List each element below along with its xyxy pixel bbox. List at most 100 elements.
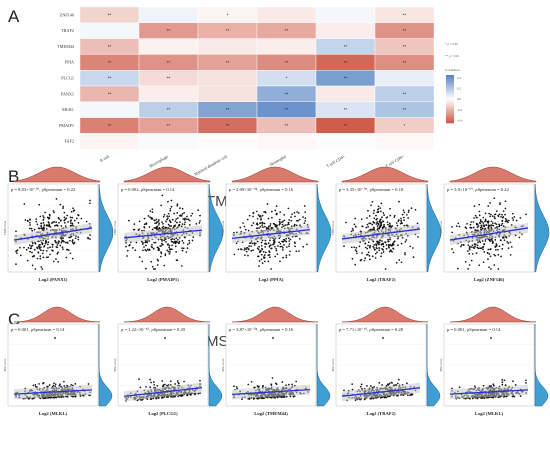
data-point xyxy=(257,248,260,251)
heatmap-row-label: MLKL xyxy=(62,107,74,112)
heatmap-cell xyxy=(315,6,376,24)
data-point xyxy=(389,214,392,217)
data-point xyxy=(466,222,468,225)
data-point xyxy=(371,255,374,258)
data-point xyxy=(41,243,44,246)
data-point xyxy=(403,219,405,222)
data-point xyxy=(353,246,356,249)
data-point xyxy=(482,216,485,219)
data-point xyxy=(487,205,490,207)
data-point xyxy=(473,247,476,249)
data-point xyxy=(393,240,396,243)
data-point xyxy=(172,396,174,398)
data-point xyxy=(267,227,270,229)
data-point xyxy=(494,239,497,241)
data-point xyxy=(396,382,399,385)
colorbar-segment xyxy=(446,113,454,116)
data-point xyxy=(71,395,74,398)
data-point xyxy=(151,243,153,246)
data-point xyxy=(383,225,385,228)
data-point xyxy=(365,226,368,229)
data-point xyxy=(261,262,264,264)
heatmap-significance-mark: ** xyxy=(226,60,230,65)
data-point xyxy=(471,253,474,255)
data-point xyxy=(168,246,170,249)
data-point xyxy=(260,219,262,221)
data-point xyxy=(387,223,389,226)
data-point xyxy=(168,253,171,255)
data-point xyxy=(487,224,490,226)
data-point xyxy=(151,211,154,213)
top-marginal-density xyxy=(123,166,211,183)
heatmap-cell xyxy=(256,133,317,150)
data-point xyxy=(51,246,54,248)
correlation-stat: p = 3.35×10⁻⁰⁵, ρSpearman = 0.18 xyxy=(339,187,404,193)
data-point xyxy=(364,246,367,249)
colorbar-segment xyxy=(446,105,454,108)
data-point xyxy=(510,246,513,248)
data-point xyxy=(270,396,273,399)
data-point xyxy=(183,223,186,226)
data-point xyxy=(66,241,69,244)
data-point xyxy=(186,394,188,396)
data-point xyxy=(451,387,453,390)
heatmap-significance-mark: ** xyxy=(344,76,348,81)
data-point xyxy=(391,250,393,253)
data-point xyxy=(144,249,147,251)
data-point xyxy=(149,210,152,213)
data-point xyxy=(89,199,91,202)
colorbar-segment xyxy=(446,121,454,124)
data-point xyxy=(501,247,504,250)
data-point xyxy=(55,241,58,244)
data-point xyxy=(89,234,91,236)
data-point xyxy=(264,251,267,254)
data-point xyxy=(274,209,277,212)
data-point xyxy=(477,223,479,226)
data-point xyxy=(64,241,67,244)
data-point xyxy=(169,221,172,224)
data-point xyxy=(486,396,488,399)
data-point xyxy=(178,242,181,244)
data-point xyxy=(494,217,496,220)
data-point xyxy=(36,246,38,249)
heatmap-significance-mark: ** xyxy=(285,123,289,128)
data-point xyxy=(197,209,200,211)
data-point xyxy=(494,213,497,216)
data-point xyxy=(407,394,409,397)
data-point xyxy=(57,251,59,254)
data-point xyxy=(480,247,483,250)
data-point xyxy=(468,247,471,250)
heatmap-cell xyxy=(197,38,258,55)
data-point xyxy=(369,228,372,231)
data-point xyxy=(372,240,375,243)
data-point xyxy=(233,253,236,256)
heatmap-row-label: PANX1 xyxy=(61,91,74,96)
data-point xyxy=(70,210,73,213)
data-point xyxy=(274,224,277,226)
colorbar-segment xyxy=(446,101,454,104)
data-point xyxy=(389,249,392,251)
data-point xyxy=(299,224,301,227)
data-point xyxy=(239,248,242,250)
data-point xyxy=(288,383,290,386)
data-point xyxy=(170,199,173,202)
data-point xyxy=(474,214,477,217)
x-axis-label: Log2 (TMEM44) xyxy=(254,411,288,416)
data-point xyxy=(478,264,481,267)
data-point xyxy=(199,214,201,217)
x-axis-label: Log2 (PLCG1) xyxy=(148,411,178,416)
data-point xyxy=(372,245,374,248)
data-point xyxy=(398,200,400,203)
data-point xyxy=(156,258,159,261)
data-point xyxy=(31,244,34,247)
data-point xyxy=(291,213,293,216)
data-point xyxy=(252,211,255,214)
panel-letter-a: A xyxy=(8,7,20,26)
data-point xyxy=(187,218,190,221)
data-point xyxy=(478,203,481,206)
data-point xyxy=(71,223,74,225)
data-point xyxy=(513,216,516,218)
data-point xyxy=(33,255,35,257)
data-point xyxy=(142,249,144,252)
